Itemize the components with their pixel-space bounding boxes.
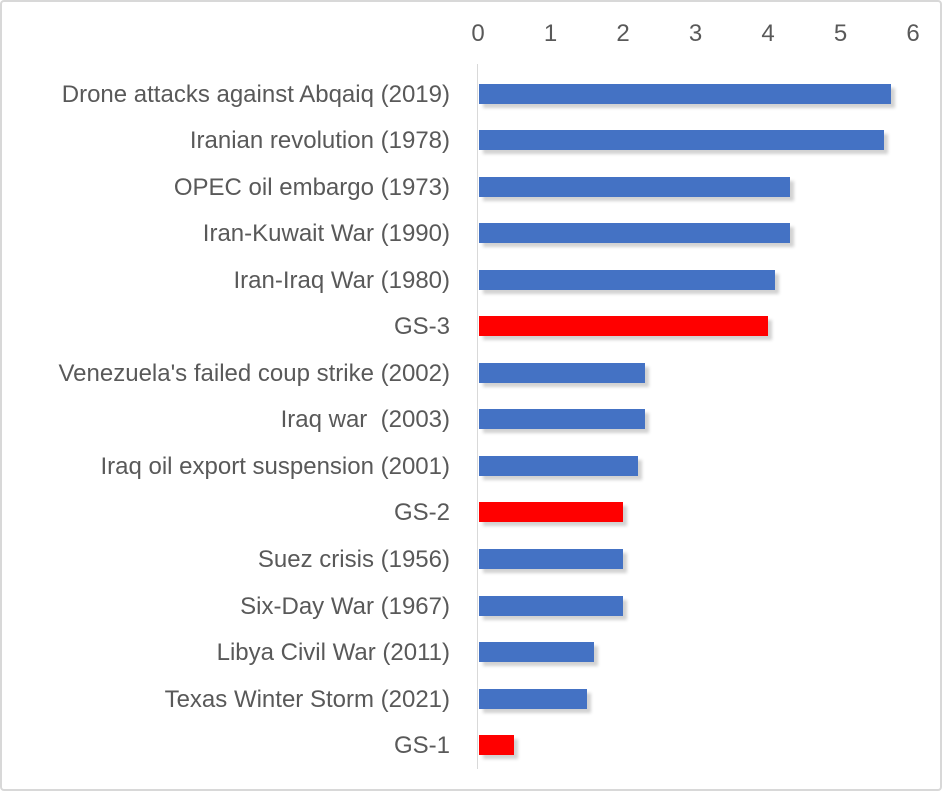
category-label: OPEC oil embargo (1973) (173, 173, 450, 201)
chart-row: Iraq oil export suspension (2001) (2, 443, 940, 490)
x-axis-tick-label: 0 (471, 20, 485, 47)
bar (479, 455, 638, 476)
category-label: GS-1 (393, 732, 450, 760)
x-axis: 0 1 2 3 4 5 6 (2, 16, 940, 52)
chart-row: GS-2 (2, 489, 940, 536)
x-axis-tick-label: 5 (833, 20, 848, 47)
chart-row: Iraq war (2003) (2, 396, 940, 443)
category-label: Suez crisis (1956) (257, 546, 450, 573)
bar-highlight (479, 735, 515, 756)
bar (479, 269, 776, 290)
bar (479, 83, 892, 104)
bar (479, 595, 623, 616)
chart-row: Libya Civil War (2011) (2, 629, 940, 676)
category-label: Iranian revolution (1978) (189, 127, 450, 155)
x-axis-tick-label: 6 (906, 20, 920, 47)
chart-row: Drone attacks against Abqaiq (2019) (2, 71, 940, 118)
category-label: Six-Day War (1967) (240, 592, 450, 620)
chart-row: Texas Winter Storm (2021) (2, 676, 940, 723)
x-axis-tick-label: 1 (543, 20, 558, 47)
chart-row: Iran-Iraq War (1980) (2, 257, 940, 304)
bar (479, 549, 623, 569)
category-label: GS-3 (393, 313, 450, 341)
bar-highlight (479, 502, 623, 523)
bar (479, 688, 587, 709)
chart-row: GS-3 (2, 303, 940, 350)
category-label: Iran-Kuwait War (1990) (202, 220, 450, 248)
bar (479, 176, 790, 197)
chart-row: Six-Day War (1967) (2, 583, 940, 630)
chart-row: Venezuela's failed coup strike (2002) (2, 350, 940, 397)
category-label: Iran-Iraq War (1980) (233, 266, 450, 294)
category-label: Venezuela's failed coup strike (2002) (58, 359, 451, 387)
bar (479, 223, 790, 244)
bar (479, 362, 645, 383)
category-label: GS-2 (393, 499, 450, 527)
bar (479, 409, 645, 430)
category-label: Texas Winter Storm (2021) (164, 685, 450, 713)
chart-row: Iran-Kuwait War (1990) (2, 210, 940, 257)
x-axis-tick-label: 4 (761, 20, 775, 47)
bar (479, 642, 594, 663)
category-label: Iraq war (2003) (280, 406, 450, 434)
category-label: Libya Civil War (2011) (216, 639, 450, 667)
chart-row: Suez crisis (1956) (2, 536, 940, 583)
category-label: Iraq oil export suspension (2001) (100, 452, 450, 480)
chart-row: OPEC oil embargo (1973) (2, 164, 940, 211)
x-axis-tick-label: 2 (616, 20, 630, 47)
x-axis-tick-label: 3 (688, 20, 703, 47)
chart-row: Iranian revolution (1978) (2, 117, 940, 164)
bar-highlight (479, 316, 768, 337)
category-label: Drone attacks against Abqaiq (2019) (61, 80, 450, 108)
bar (479, 130, 884, 151)
y-axis-line (477, 64, 478, 769)
chart-row: GS-1 (2, 722, 940, 769)
